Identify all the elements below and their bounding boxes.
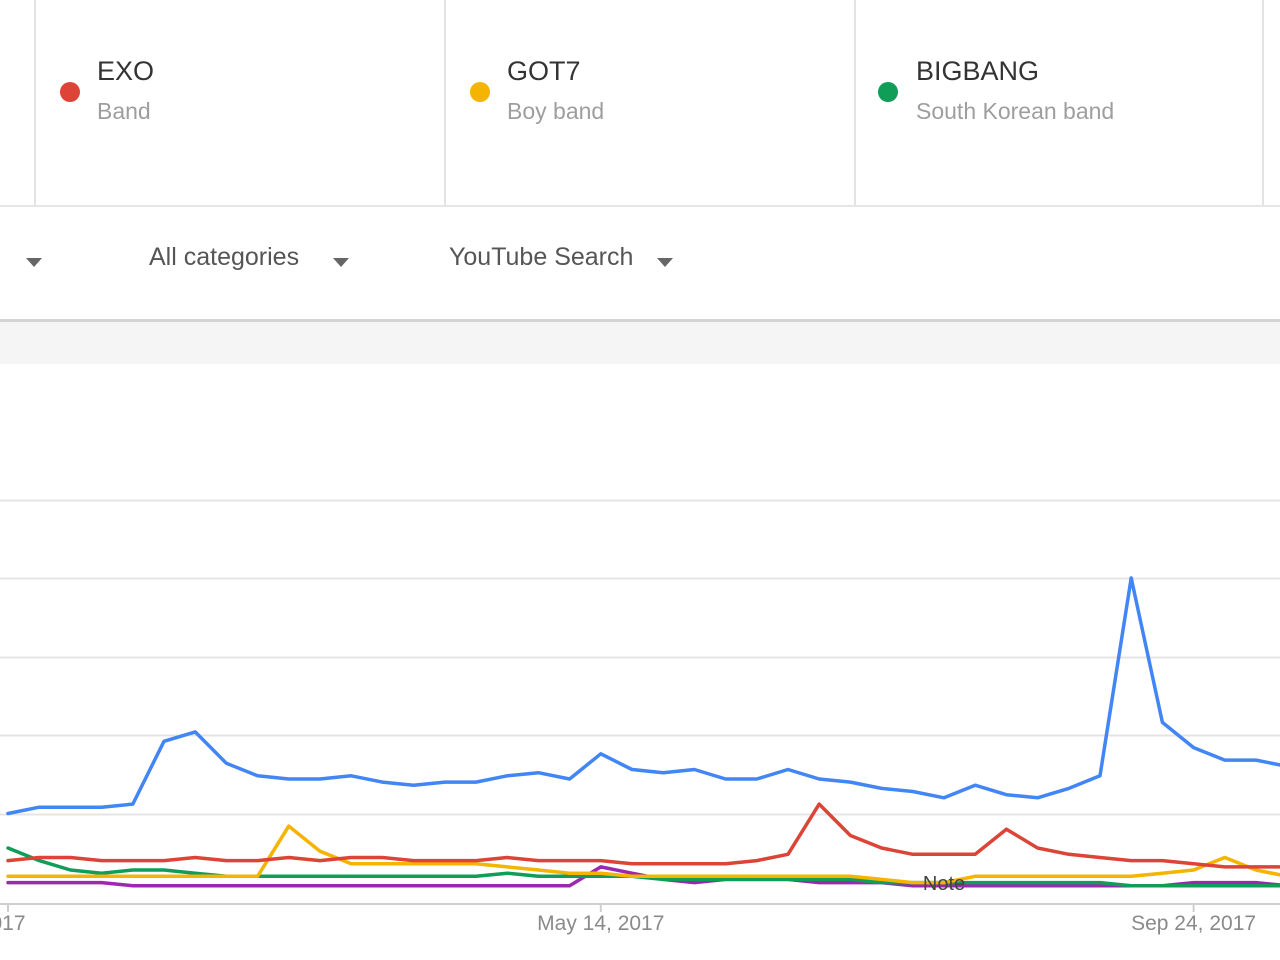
interest-over-time-chart: Note 017 May 14, 2017 Sep 24, 2017 [0,499,1280,935]
term-divider [854,0,856,205]
dropdown-caret-icon[interactable] [26,258,42,267]
search-terms-row: EXO Band GOT7 Boy band BIGBANG South Kor… [0,0,1280,207]
filter-bar: All categories YouTube Search [0,207,1280,322]
x-tick-label: Sep 24, 2017 [1131,912,1256,935]
term-divider [444,0,446,205]
dropdown-caret-icon[interactable] [657,258,673,267]
chart-annotation: Note [923,873,965,895]
term-divider [34,0,36,205]
term-card-exo[interactable]: EXO Band [36,0,444,205]
x-tick-label: 017 [0,912,26,935]
series-dot-icon [878,82,898,102]
term-name: BIGBANG [916,56,1040,86]
term-card-bigbang[interactable]: BIGBANG South Korean band [856,0,1262,205]
term-subtitle: Band [97,98,151,124]
search-property-label: YouTube Search [449,243,634,271]
term-name: GOT7 [507,56,581,86]
series-line-0 [6,576,1280,816]
series-dot-icon [60,82,80,102]
series-line-1 [6,802,1280,869]
dropdown-caret-icon[interactable] [333,258,349,267]
term-name: EXO [97,56,155,86]
term-divider [1262,0,1264,205]
series-line-2 [6,824,1280,885]
series-dot-icon [470,82,490,102]
series-line-3 [6,846,1280,888]
category-label: All categories [149,243,300,271]
term-card-got7[interactable]: GOT7 Boy band [446,0,854,205]
x-tick-label: May 14, 2017 [537,912,664,935]
chart-header-band [0,322,1280,364]
search-property-dropdown[interactable]: YouTube Search [449,243,633,272]
term-subtitle: South Korean band [916,98,1115,124]
category-dropdown[interactable]: All categories [149,243,299,272]
term-subtitle: Boy band [507,98,605,124]
